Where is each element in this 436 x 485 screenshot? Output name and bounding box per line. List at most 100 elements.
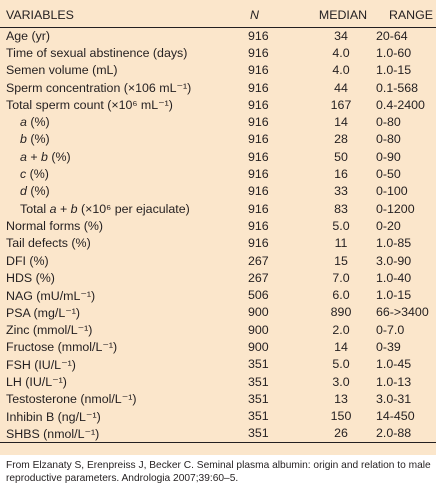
row-variable: Tail defects (%) <box>6 236 91 251</box>
row-median: 14 <box>334 115 348 130</box>
row-range: 1.0-15 <box>376 288 412 303</box>
row-median: 26 <box>310 424 376 443</box>
table-row: Tail defects (%) 916 11 1.0-85 <box>0 235 436 252</box>
row-variable: Time of sexual abstinence (days) <box>6 45 188 60</box>
row-n: 916 <box>248 97 269 112</box>
row-n: 351 <box>248 391 269 406</box>
row-median: 28 <box>334 132 348 147</box>
row-median: 33 <box>334 184 348 199</box>
table-row: d (%) 916 33 0-100 <box>0 183 436 200</box>
row-range: 0-1200 <box>376 201 415 216</box>
row-variable: Age (yr) <box>6 28 51 43</box>
row-variable: c (%) <box>20 167 49 182</box>
row-variable: Sperm concentration (×106 mL⁻¹) <box>6 81 192 96</box>
table-row: DFI (%) 267 15 3.0-90 <box>0 252 436 269</box>
row-variable: Total sperm count (×10⁶ mL⁻¹) <box>6 98 173 113</box>
row-n: 267 <box>248 253 269 268</box>
row-variable: NAG (mU/mL⁻¹) <box>6 288 96 303</box>
table-row: Inhibin B (ng/L⁻¹) 351 150 14-450 <box>0 408 436 425</box>
row-range: 3.0-90 <box>376 253 412 268</box>
row-n: 916 <box>248 80 269 95</box>
row-median: 83 <box>334 201 348 216</box>
table-row: a + b (%) 916 50 0-90 <box>0 148 436 165</box>
row-range: 0-39 <box>376 339 401 354</box>
row-range: 0-50 <box>376 167 401 182</box>
row-variable: Testosterone (nmol/L⁻¹) <box>6 392 137 407</box>
row-n: 351 <box>248 357 269 372</box>
row-median: 3.0 <box>332 374 350 389</box>
row-n: 351 <box>246 424 310 443</box>
table-body: Age (yr) 916 34 20-64 Time of sexual abstine… <box>0 27 436 443</box>
row-variable: Inhibin B (ng/L⁻¹) <box>6 409 101 424</box>
row-variable: FSH (IU/L⁻¹) <box>6 357 76 372</box>
row-range: 0-20 <box>376 218 401 233</box>
table-row: Age (yr) 916 34 20-64 <box>0 27 436 44</box>
row-median: 5.0 <box>332 218 350 233</box>
row-n: 916 <box>248 63 269 78</box>
row-median: 5.0 <box>332 357 350 372</box>
row-n: 267 <box>248 270 269 285</box>
table-row: PSA (mg/L⁻¹) 900 890 66->3400 <box>0 304 436 321</box>
table-panel <box>0 0 436 455</box>
row-n: 900 <box>248 322 269 337</box>
row-variable: b (%) <box>20 132 50 147</box>
row-range: 1.0-13 <box>376 374 412 389</box>
row-range: 0-7.0 <box>376 322 405 337</box>
row-median: 15 <box>334 253 348 268</box>
header-range: RANGE <box>376 3 436 28</box>
table-row: b (%) 916 28 0-80 <box>0 131 436 148</box>
row-median: 150 <box>330 409 352 424</box>
row-n: 916 <box>248 28 269 43</box>
row-range: 0.1-568 <box>376 80 419 95</box>
row-variable: Total a + b (×10⁶ per ejaculate) <box>20 201 190 216</box>
row-n: 916 <box>248 201 269 216</box>
row-median: 11 <box>334 236 348 251</box>
row-n: 916 <box>248 132 269 147</box>
table-row: a (%) 916 14 0-80 <box>0 113 436 130</box>
row-range: 0-80 <box>376 115 401 130</box>
row-median: 4.0 <box>332 45 350 60</box>
row-range: 0-90 <box>376 149 401 164</box>
row-variable: a (%) <box>20 115 50 130</box>
header-variables: VARIABLES <box>0 3 246 28</box>
row-n: 916 <box>248 45 269 60</box>
row-median: 14 <box>334 339 348 354</box>
row-range: 2.0-88 <box>376 424 436 443</box>
row-variable: SHBS (nmol/L⁻¹) <box>0 424 246 443</box>
table-row: Total a + b (×10⁶ per ejaculate) 916 83 0-1… <box>0 200 436 217</box>
row-n: 916 <box>248 115 269 130</box>
row-n: 506 <box>248 288 269 303</box>
row-range: 14-450 <box>376 409 415 424</box>
table-row: Testosterone (nmol/L⁻¹) 351 13 3.0-31 <box>0 390 436 407</box>
row-median: 50 <box>334 149 348 164</box>
row-median: 44 <box>334 80 348 95</box>
source-footnote: From Elzanaty S, Erenpreiss J, Becker C.… <box>6 460 431 484</box>
table-row: Normal forms (%) 916 5.0 0-20 <box>0 217 436 234</box>
row-variable: d (%) <box>20 184 50 199</box>
table-row: c (%) 916 16 0-50 <box>0 165 436 182</box>
row-range: 66->3400 <box>376 305 429 320</box>
row-variable: LH (IU/L⁻¹) <box>6 375 67 390</box>
row-range: 0-100 <box>376 184 408 199</box>
row-variable: Zinc (mmol/L⁻¹) <box>6 323 93 338</box>
table-row: SHBS (nmol/L⁻¹) 351 26 2.0-88 <box>0 424 436 443</box>
row-median: 34 <box>334 28 348 43</box>
row-variable: Semen volume (mL) <box>6 63 118 78</box>
table-row: Sperm concentration (×106 mL⁻¹) 916 44 0.1-… <box>0 79 436 96</box>
table-row: FSH (IU/L⁻¹) 351 5.0 1.0-45 <box>0 356 436 373</box>
table-row: NAG (mU/mL⁻¹) 506 6.0 1.0-15 <box>0 286 436 303</box>
row-variable: a + b (%) <box>20 149 71 164</box>
row-median: 2.0 <box>332 322 350 337</box>
table-row: LH (IU/L⁻¹) 351 3.0 1.0-13 <box>0 373 436 390</box>
row-median: 4.0 <box>332 63 350 78</box>
row-range: 0-80 <box>376 132 401 147</box>
row-range: 1.0-85 <box>376 236 412 251</box>
row-n: 916 <box>248 184 269 199</box>
header-row: VARIABLES N MEDIAN RANGE <box>0 3 436 28</box>
row-n: 916 <box>248 149 269 164</box>
header-median: MEDIAN <box>310 3 376 28</box>
row-n: 916 <box>248 167 269 182</box>
row-variable: PSA (mg/L⁻¹) <box>6 305 81 320</box>
row-range: 1.0-45 <box>376 357 412 372</box>
row-n: 916 <box>248 236 269 251</box>
